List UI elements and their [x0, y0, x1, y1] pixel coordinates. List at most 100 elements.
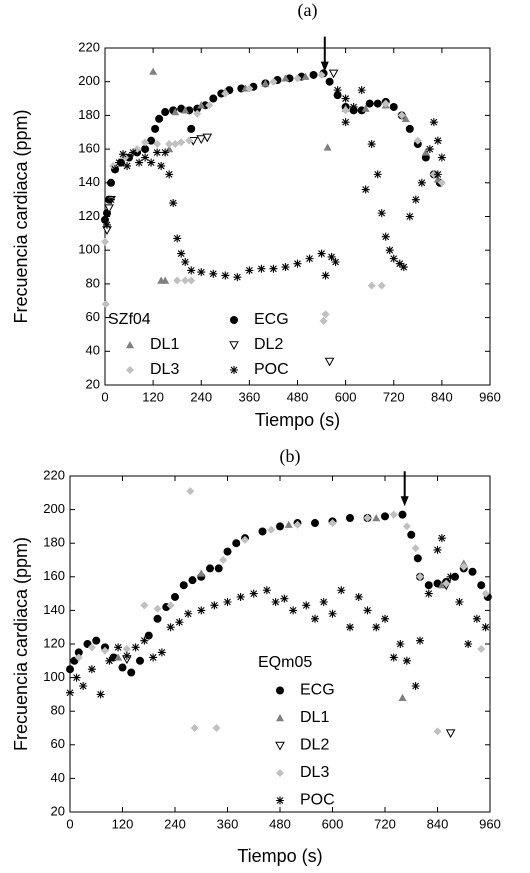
data-point: [125, 153, 134, 162]
data-point: [381, 512, 389, 521]
data-point: [107, 178, 116, 187]
data-point: [402, 522, 411, 531]
data-point: [140, 601, 149, 610]
data-point: [165, 140, 174, 149]
series: [101, 69, 444, 224]
data-point: [477, 645, 486, 654]
data-point: [166, 601, 175, 610]
data-point: [311, 519, 319, 528]
data-point: [367, 281, 376, 290]
panel: (a) 0 120 240 360 480 600 720 840 960 20 40 60 80 100 1…: [11, 0, 501, 430]
data-point: [249, 589, 258, 598]
data-point: [233, 273, 242, 282]
data-point: [437, 178, 446, 187]
data-point: [311, 614, 319, 623]
y-tick-label: 180: [43, 535, 65, 550]
y-tick-label: 180: [78, 107, 100, 122]
x-tick-label: 480: [287, 389, 309, 404]
data-point: [271, 598, 280, 606]
y-axis-label: Frecuencia cardiaca (ppm): [11, 537, 31, 751]
data-point: [341, 94, 350, 103]
y-tick-label: 120: [43, 635, 65, 650]
data-point: [74, 648, 83, 657]
panel: (b) 0 120 240 360 480 600 720 840 960 20 40 60 80 100 1…: [11, 446, 501, 866]
data-point: [328, 519, 337, 528]
data-point: [331, 257, 340, 266]
y-tick-label: 60: [86, 309, 100, 324]
data-point: [135, 158, 144, 167]
data-point: [187, 276, 196, 285]
data-point: [407, 530, 416, 539]
data-point: [437, 153, 446, 162]
data-point: [153, 604, 162, 613]
data-point: [123, 161, 132, 170]
data-point: [389, 653, 398, 662]
data-point: [149, 67, 158, 75]
data-point: [301, 72, 310, 80]
data-point: [328, 609, 337, 618]
y-tick-label: 20: [86, 376, 100, 391]
data-point: [405, 212, 414, 221]
data-point: [424, 581, 433, 590]
legend-item: DL3: [126, 361, 179, 378]
y-tick-label: 20: [51, 803, 65, 818]
data-point: [341, 106, 350, 115]
data-point: [261, 79, 270, 87]
data-point: [141, 145, 150, 154]
data-point: [416, 572, 424, 581]
data-point: [141, 153, 150, 162]
x-axis-label: Tiempo (s): [255, 410, 340, 430]
x-tick-label: 960: [479, 389, 501, 404]
data-point: [477, 581, 486, 590]
data-point: [396, 640, 405, 648]
data-point: [437, 534, 446, 543]
data-point: [171, 108, 180, 116]
data-point: [165, 170, 174, 179]
data-point: [155, 114, 164, 123]
data-point: [72, 673, 81, 682]
data-point: [188, 576, 197, 585]
y-tick-label: 100: [43, 669, 65, 684]
data-point: [219, 556, 228, 564]
legend-item: DL2: [275, 737, 329, 754]
data-point: [365, 99, 374, 108]
data-point: [101, 646, 109, 655]
y-axis-label: Frecuencia cardiaca (ppm): [11, 109, 31, 323]
y-tick-label: 140: [43, 602, 65, 617]
legend-item: POC: [276, 792, 335, 809]
data-point: [385, 246, 394, 255]
data-point: [354, 592, 363, 601]
data-point: [161, 108, 170, 117]
data-point: [425, 145, 434, 154]
data-point: [114, 653, 123, 661]
data-point: [173, 276, 182, 285]
data-point: [405, 124, 414, 133]
data-point: [111, 165, 120, 174]
legend-marker: [275, 741, 285, 751]
data-point: [372, 514, 381, 522]
data-point: [171, 140, 180, 149]
data-point: [66, 688, 74, 697]
data-point: [325, 77, 334, 86]
data-point: [293, 520, 302, 529]
data-point: [119, 150, 128, 159]
data-point: [363, 514, 372, 522]
x-tick-label: 720: [383, 389, 405, 404]
data-point: [302, 601, 311, 610]
data-point: [96, 690, 105, 699]
y-tick-label: 80: [51, 703, 65, 718]
data-point: [87, 665, 96, 674]
y-tick-label: 220: [43, 467, 65, 482]
data-point: [147, 158, 156, 167]
data-point: [433, 170, 442, 179]
data-point: [321, 271, 330, 280]
data-point: [421, 148, 430, 156]
data-point: [179, 581, 188, 590]
legend-item: POC: [230, 361, 289, 378]
data-point: [389, 254, 398, 263]
data-point: [122, 645, 131, 654]
y-tick-label: 160: [43, 568, 65, 583]
data-point: [92, 636, 101, 645]
legend-label: DL2: [254, 336, 283, 353]
data-point: [377, 281, 386, 290]
